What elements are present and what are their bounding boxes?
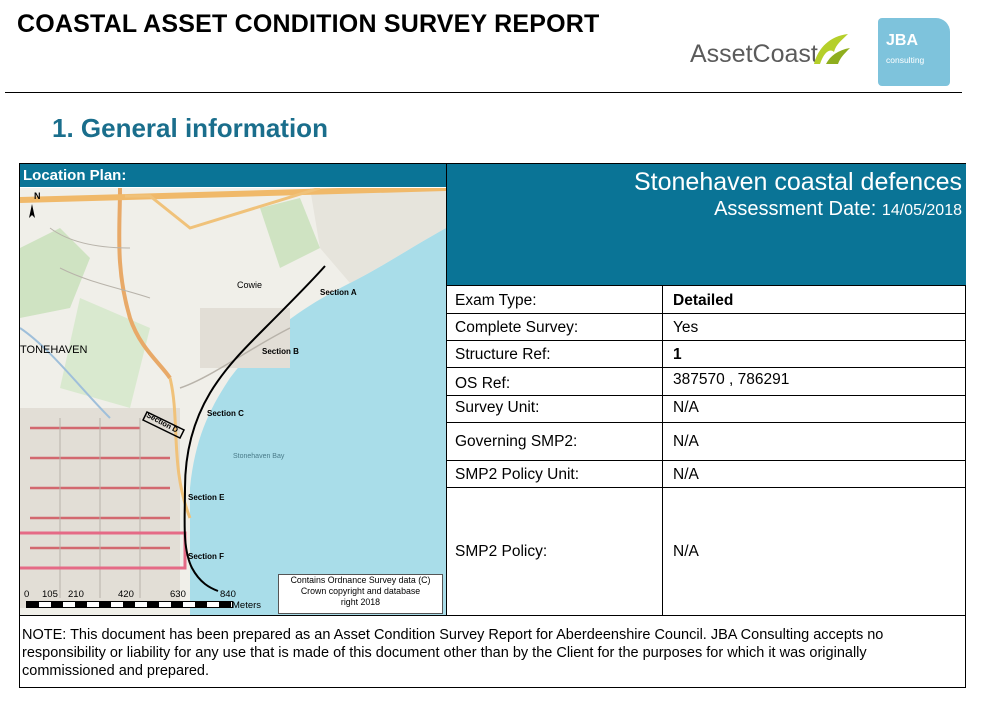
location-plan-label: Location Plan:	[23, 167, 127, 184]
assessment-date-value: 14/05/2018	[881, 202, 962, 219]
row-divider	[662, 341, 663, 367]
os-credit-line: Crown copyright and database	[300, 586, 421, 596]
north-label: N	[34, 191, 41, 201]
row-divider	[662, 286, 663, 313]
field-label: OS Ref:	[455, 375, 511, 392]
scheme-name: Stonehaven coastal defences	[633, 168, 962, 196]
scale-tick: 0	[24, 589, 30, 600]
row-divider	[662, 488, 663, 616]
jba-logo: JBA consulting	[878, 18, 950, 86]
section-heading: 1. General information	[52, 113, 328, 143]
field-row-smp2-policy: SMP2 Policy: N/A	[447, 487, 966, 616]
map-label-bay: Stonehaven Bay	[233, 453, 285, 460]
map-label-section-c: Section C	[207, 409, 244, 418]
field-value: N/A	[673, 543, 699, 560]
scale-tick: 840	[220, 589, 236, 600]
field-row-complete-survey: Complete Survey: Yes	[447, 313, 966, 340]
title-panel: Stonehaven coastal defences Assessment D…	[447, 164, 966, 285]
os-credit: Contains Ordnance Survey data (C) Crown …	[278, 574, 443, 614]
assetcoast-wave-icon	[814, 34, 850, 64]
scale-tick: 105	[42, 589, 58, 600]
scale-tick: 210	[68, 589, 84, 600]
header-divider	[5, 92, 962, 93]
field-row-exam-type: Exam Type: Detailed	[447, 285, 966, 313]
row-divider	[662, 396, 663, 422]
map-label-section-a: Section A	[320, 288, 357, 297]
scale-bar	[26, 601, 233, 608]
field-label: Governing SMP2:	[455, 433, 578, 450]
map-label-cowie: Cowie	[237, 280, 263, 290]
jba-logo-sub: consulting	[886, 55, 925, 65]
row-divider	[662, 314, 663, 340]
jba-logo-main: JBA	[886, 32, 919, 49]
field-label: SMP2 Policy:	[455, 543, 548, 560]
field-value: 387570 , 786291	[673, 371, 790, 388]
field-row-survey-unit: Survey Unit: N/A	[447, 395, 966, 422]
field-label: Exam Type:	[455, 292, 537, 309]
assetcoast-logo-text: AssetCoast	[690, 40, 818, 68]
disclaimer-note: NOTE: This document has been prepared as…	[22, 627, 884, 679]
os-credit-line: Contains Ordnance Survey data (C)	[290, 575, 431, 585]
scale-tick: 630	[170, 589, 186, 600]
map-graphic	[20, 188, 446, 615]
assessment-date-row: Assessment Date: 14/05/2018	[714, 198, 962, 221]
field-value: N/A	[673, 466, 699, 483]
field-value: 1	[673, 346, 682, 363]
field-label: Structure Ref:	[455, 346, 551, 363]
field-value: Yes	[673, 319, 699, 336]
location-map: N TONEHAVEN Cowie Stonehaven Bay Section…	[20, 188, 446, 615]
row-divider	[662, 368, 663, 395]
field-label: SMP2 Policy Unit:	[455, 466, 580, 483]
field-label: Survey Unit:	[455, 399, 540, 416]
field-row-structure-ref: Structure Ref: 1	[447, 340, 966, 367]
row-divider	[662, 423, 663, 460]
map-label-stonehaven: TONEHAVEN	[20, 344, 88, 356]
field-value: N/A	[673, 433, 699, 450]
map-label-section-b: Section B	[262, 347, 299, 356]
location-plan-header: Location Plan:	[20, 164, 446, 187]
field-value: Detailed	[673, 292, 734, 309]
map-label-section-e: Section E	[188, 493, 225, 502]
column-divider	[446, 164, 447, 616]
assessment-date-label: Assessment Date:	[714, 198, 877, 220]
report-title: COASTAL ASSET CONDITION SURVEY REPORT	[17, 10, 600, 38]
info-table	[19, 163, 966, 688]
map-label-section-f: Section F	[188, 552, 225, 561]
os-credit-line: right 2018	[340, 597, 381, 607]
field-row-smp2-policy-unit: SMP2 Policy Unit: N/A	[447, 460, 966, 487]
scale-tick: 420	[118, 589, 134, 600]
field-value: N/A	[673, 399, 699, 416]
note-divider	[20, 615, 966, 616]
field-label: Complete Survey:	[455, 319, 579, 336]
scale-unit: Meters	[232, 600, 262, 611]
field-row-os-ref: OS Ref: 387570 , 786291	[447, 367, 966, 395]
field-row-governing-smp2: Governing SMP2: N/A	[447, 422, 966, 460]
row-divider	[662, 461, 663, 487]
